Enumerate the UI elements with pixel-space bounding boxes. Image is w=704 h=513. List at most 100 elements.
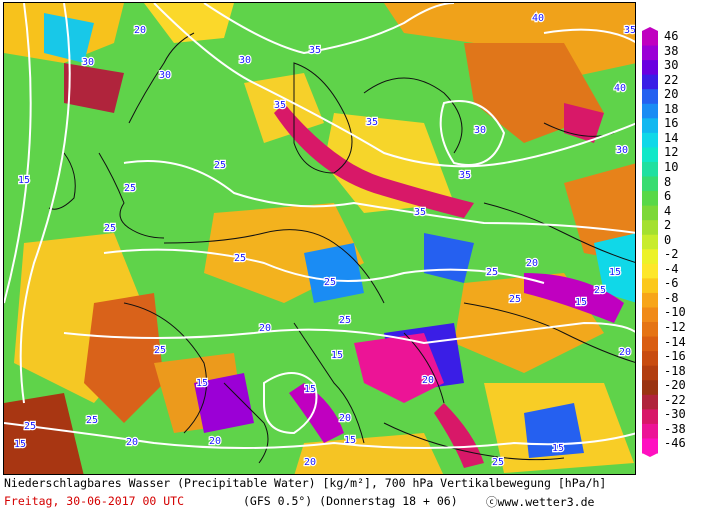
legend-label: -38: [664, 421, 686, 436]
isoline-label: 20: [619, 347, 631, 358]
legend-label: 46: [664, 29, 679, 43]
legend-swatch: [642, 118, 658, 134]
isoline-label: 20: [304, 457, 316, 468]
isoline-label: 25: [339, 315, 351, 326]
isoline-label: 25: [154, 345, 166, 356]
legend-swatch: [642, 423, 658, 439]
legend-colorbar: [642, 27, 658, 457]
legend-label: 20: [664, 87, 679, 102]
legend-swatch: [642, 263, 658, 279]
legend-swatch: [642, 409, 658, 425]
legend-label: -10: [664, 305, 686, 320]
isoline-label: 25: [324, 277, 336, 288]
legend-label: -12: [664, 320, 686, 335]
legend-swatch: [642, 132, 658, 148]
legend-swatch: [642, 278, 658, 294]
isoline-label: 15: [14, 439, 26, 450]
legend-label: -14: [664, 334, 686, 349]
legend-label: -2: [664, 247, 679, 262]
isoline-label: 30: [159, 70, 171, 81]
coastlines: [48, 32, 635, 464]
legend-label: 18: [664, 101, 679, 116]
legend-swatch: [642, 103, 658, 119]
isoline-label: 30: [616, 145, 628, 156]
isoline-label: 15: [304, 384, 316, 395]
legend-label: -6: [664, 276, 679, 291]
isoline-label: 25: [124, 183, 136, 194]
legend-swatch: [642, 220, 658, 236]
isoline-label: 20: [134, 25, 146, 36]
isoline-label: 15: [331, 350, 343, 361]
isoline-label: 15: [18, 175, 30, 186]
legend-swatch: [642, 351, 658, 367]
legend-swatch: [642, 74, 658, 90]
legend-label: -8: [664, 290, 679, 305]
legend-swatch: [642, 45, 658, 61]
isoline-label: 20: [126, 437, 138, 448]
legend-swatch: [642, 60, 658, 76]
legend-label: 16: [664, 116, 679, 131]
legend-arrow-bottom: [642, 453, 658, 457]
legend-swatch: [642, 336, 658, 352]
legend-swatch: [642, 191, 658, 207]
legend-label: 4: [664, 203, 672, 218]
isoline-label: 20: [209, 436, 221, 447]
legend-swatch: [642, 147, 658, 163]
legend-label: 0: [664, 232, 672, 247]
isoline-label: 25: [492, 457, 504, 468]
map-canvas: 20 30 30 30 35 35 35 35 35 40 40 35 30 30 25 25 25 25 25 25…: [4, 3, 636, 474]
isoline-label: 20: [526, 258, 538, 269]
isoline-label: 25: [486, 267, 498, 278]
legend-swatch: [642, 394, 658, 410]
isoline-label: 35: [459, 170, 471, 181]
legend-label: -18: [664, 363, 686, 378]
isoline-label: 35: [366, 117, 378, 128]
legend-label: -30: [664, 407, 686, 422]
legend-label: 6: [664, 189, 672, 204]
isolines: [4, 3, 635, 449]
isoline-label: 15: [575, 297, 587, 308]
isoline-label: 30: [82, 57, 94, 68]
isoline-labels: 20 30 30 30 35 35 35 35 35 40 40 35 30 30 25 25 25 25 25 25…: [13, 12, 636, 469]
footer-line: Freitag, 30-06-2017 00 UTC (GFS 0.5°) (D…: [4, 494, 634, 509]
isoline-label: 40: [532, 13, 544, 24]
legend-label: -16: [664, 349, 686, 364]
legend-label: -20: [664, 378, 686, 393]
isoline-label: 25: [214, 160, 226, 171]
legend-swatch: [642, 205, 658, 221]
isoline-label: 25: [24, 421, 36, 432]
valid-date: Freitag, 30-06-2017 00 UTC: [4, 494, 185, 508]
legend-swatch: [642, 365, 658, 381]
isoline-label: 15: [609, 267, 621, 278]
isoline-label: 20: [339, 413, 351, 424]
legend-swatch: [642, 438, 658, 454]
copyright-link[interactable]: ⓒwww.wetter3.de: [486, 495, 595, 509]
legend-label: -22: [664, 392, 686, 407]
strong-lift-bands: [64, 63, 624, 468]
isoline-label: 35: [274, 100, 286, 111]
legend-swatch: [642, 161, 658, 178]
isoline-label: 30: [474, 125, 486, 136]
legend-label: -4: [664, 261, 679, 276]
isoline-label: 25: [594, 285, 606, 296]
map-title: Niederschlagbares Wasser (Precipitable W…: [4, 476, 607, 490]
legend-label: -46: [664, 436, 686, 451]
legend-swatch: [642, 380, 658, 396]
legend-swatch: [642, 322, 658, 338]
map-footer: Niederschlagbares Wasser (Precipitable W…: [3, 475, 636, 513]
color-legend: 46 38 30 22 20 18 16 14 12 10 8 6 4 2 0 -2 -4 -6 -8 -10 -12-…: [640, 27, 704, 457]
isoline-label: 35: [624, 25, 636, 36]
isoline-label: 20: [259, 323, 271, 334]
weather-map: 20 30 30 30 35 35 35 35 35 40 40 35 30 30 25 25 25 25 25 25…: [3, 2, 636, 475]
isoline-label: 25: [234, 253, 246, 264]
isoline-label: 40: [614, 83, 626, 94]
isoline-label: 15: [196, 378, 208, 389]
legend-label: 10: [664, 159, 679, 174]
isoline-label: 30: [239, 55, 251, 66]
legend-swatch: [642, 31, 658, 47]
legend-swatch: [642, 234, 658, 250]
isoline-label: 35: [414, 207, 426, 218]
isoline-label: 15: [552, 443, 564, 454]
isoline-label: 15: [344, 435, 356, 446]
legend-swatch: [642, 292, 658, 308]
